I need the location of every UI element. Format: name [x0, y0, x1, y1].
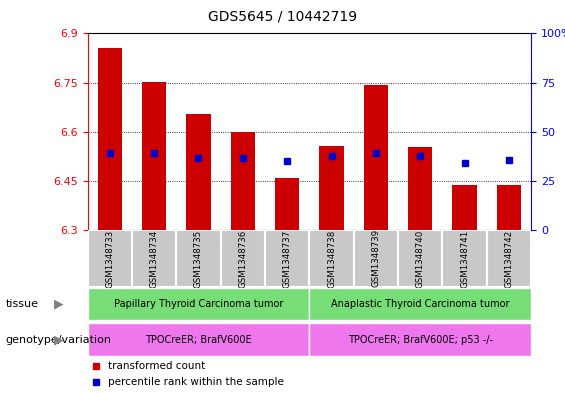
- Text: GSM1348734: GSM1348734: [150, 229, 159, 288]
- Bar: [88, 288, 310, 320]
- Text: ▶: ▶: [54, 333, 63, 346]
- Bar: [275, 178, 299, 230]
- Bar: [487, 230, 531, 287]
- Text: TPOCreER; BrafV600E: TPOCreER; BrafV600E: [145, 334, 252, 345]
- Bar: [310, 323, 531, 356]
- Bar: [231, 132, 255, 230]
- Bar: [176, 230, 220, 287]
- Text: GSM1348733: GSM1348733: [105, 229, 114, 288]
- Bar: [220, 230, 265, 287]
- Text: TPOCreER; BrafV600E; p53 -/-: TPOCreER; BrafV600E; p53 -/-: [347, 334, 493, 345]
- Bar: [497, 185, 521, 230]
- Text: ▶: ▶: [54, 298, 63, 311]
- Bar: [265, 230, 310, 287]
- Text: Papillary Thyroid Carcinoma tumor: Papillary Thyroid Carcinoma tumor: [114, 299, 283, 309]
- Bar: [319, 146, 344, 230]
- Text: tissue: tissue: [6, 299, 38, 309]
- Bar: [408, 147, 432, 230]
- Bar: [310, 288, 531, 320]
- Bar: [88, 323, 310, 356]
- Text: genotype/variation: genotype/variation: [6, 334, 112, 345]
- Text: GSM1348736: GSM1348736: [238, 229, 247, 288]
- Bar: [364, 85, 388, 230]
- Text: GSM1348742: GSM1348742: [505, 229, 514, 288]
- Bar: [132, 230, 176, 287]
- Bar: [442, 230, 487, 287]
- Text: GSM1348735: GSM1348735: [194, 229, 203, 288]
- Bar: [398, 230, 442, 287]
- Text: GDS5645 / 10442719: GDS5645 / 10442719: [208, 10, 357, 24]
- Text: GSM1348738: GSM1348738: [327, 229, 336, 288]
- Bar: [186, 114, 211, 230]
- Bar: [310, 230, 354, 287]
- Bar: [88, 230, 132, 287]
- Text: GSM1348741: GSM1348741: [460, 229, 469, 288]
- Text: transformed count: transformed count: [107, 361, 205, 371]
- Bar: [453, 185, 477, 230]
- Text: Anaplastic Thyroid Carcinoma tumor: Anaplastic Thyroid Carcinoma tumor: [331, 299, 510, 309]
- Bar: [98, 48, 122, 230]
- Bar: [142, 82, 166, 230]
- Text: GSM1348737: GSM1348737: [282, 229, 292, 288]
- Bar: [354, 230, 398, 287]
- Text: GSM1348739: GSM1348739: [371, 230, 380, 287]
- Text: GSM1348740: GSM1348740: [416, 229, 425, 288]
- Text: percentile rank within the sample: percentile rank within the sample: [107, 377, 284, 387]
